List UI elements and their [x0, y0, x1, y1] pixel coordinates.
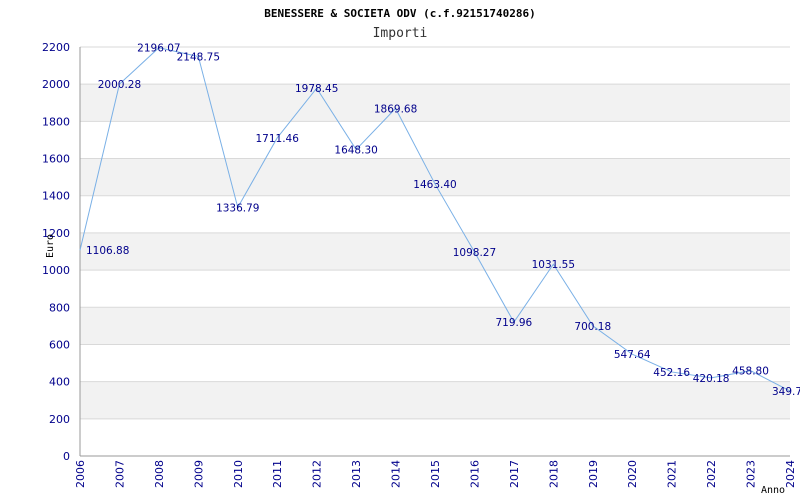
grid-band — [80, 270, 790, 308]
x-tick-label: 2007 — [113, 460, 126, 488]
x-tick-label: 2021 — [666, 460, 679, 488]
data-label: 458.80 — [732, 366, 769, 378]
data-label: 719.96 — [496, 317, 533, 329]
data-label: 2148.75 — [177, 52, 220, 64]
data-label: 700.18 — [574, 321, 611, 333]
data-label: 1031.55 — [532, 259, 575, 271]
x-axis-label: Anno — [761, 485, 785, 496]
y-tick-label: 1800 — [42, 115, 70, 128]
x-tick-label: 2016 — [468, 460, 481, 488]
x-tick-label: 2006 — [74, 460, 87, 488]
grid-band — [80, 418, 790, 456]
y-tick-label: 1400 — [42, 190, 70, 203]
data-label: 420.18 — [693, 373, 730, 385]
data-label: 2000.28 — [98, 79, 141, 91]
grid-band — [80, 307, 790, 345]
y-tick-label: 1000 — [42, 264, 70, 277]
y-tick-label: 1600 — [42, 153, 70, 166]
grid-band — [80, 195, 790, 233]
data-label: 547.64 — [614, 349, 651, 361]
x-tick-label: 2009 — [192, 460, 205, 488]
y-tick-labels: 0 200 400 600 800 1000 1200 1400 1600 1800 2000 220… — [42, 41, 70, 463]
x-tick-label: 2012 — [311, 460, 324, 488]
x-tick-label: 2023 — [745, 460, 758, 488]
chart-title: BENESSERE & SOCIETA ODV (c.f.92151740286… — [264, 7, 536, 20]
data-label: 349.7 — [772, 386, 800, 398]
x-tick-label: 2020 — [626, 460, 639, 488]
x-tick-label: 2008 — [153, 460, 166, 488]
grid-band — [80, 84, 790, 122]
y-tick-label: 200 — [49, 413, 70, 426]
x-tick-label: 2013 — [350, 460, 363, 488]
grid-band — [80, 344, 790, 382]
gridlines — [80, 46, 790, 457]
x-tick-label: 2018 — [547, 460, 560, 488]
x-tick-labels: 2006 2007 2008 2009 2010 2011 2012 2013 2014 2015… — [74, 460, 797, 488]
grid-bands — [80, 47, 790, 456]
grid-band — [80, 121, 790, 159]
data-label: 1711.46 — [256, 133, 300, 145]
x-tick-label: 2022 — [705, 460, 718, 488]
y-tick-label: 2200 — [42, 41, 70, 54]
data-label: 1106.88 — [86, 245, 129, 257]
y-tick-label: 800 — [49, 301, 70, 314]
y-tick-label: 400 — [49, 376, 70, 389]
y-tick-label: 0 — [63, 450, 70, 463]
data-label: 2196.07 — [137, 43, 180, 55]
data-label: 452.16 — [653, 367, 690, 379]
x-tick-label: 2015 — [429, 460, 442, 488]
grid-band — [80, 381, 790, 419]
data-label: 1098.27 — [453, 247, 496, 259]
x-tick-label: 2024 — [784, 460, 797, 488]
data-label: 1978.45 — [295, 83, 338, 95]
x-tick-label: 2014 — [390, 460, 403, 488]
x-tick-label: 2019 — [587, 460, 600, 488]
y-tick-label: 600 — [49, 338, 70, 351]
y-axis-label: Euro — [45, 234, 56, 258]
chart-subtitle: Importi — [373, 26, 428, 41]
data-label: 1648.30 — [334, 145, 377, 157]
x-tick-label: 2011 — [271, 460, 284, 488]
y-tick-label: 2000 — [42, 78, 70, 91]
x-tick-label: 2010 — [232, 460, 245, 488]
grid-band — [80, 232, 790, 271]
grid-band — [80, 158, 790, 196]
x-tick-label: 2017 — [508, 460, 521, 488]
data-label: 1336.79 — [216, 202, 259, 214]
data-label: 1869.68 — [374, 103, 417, 115]
grid-band — [80, 47, 790, 85]
series-line — [79, 47, 791, 392]
data-label: 1463.40 — [413, 179, 456, 191]
y-tick-label: 1200 — [42, 227, 70, 240]
